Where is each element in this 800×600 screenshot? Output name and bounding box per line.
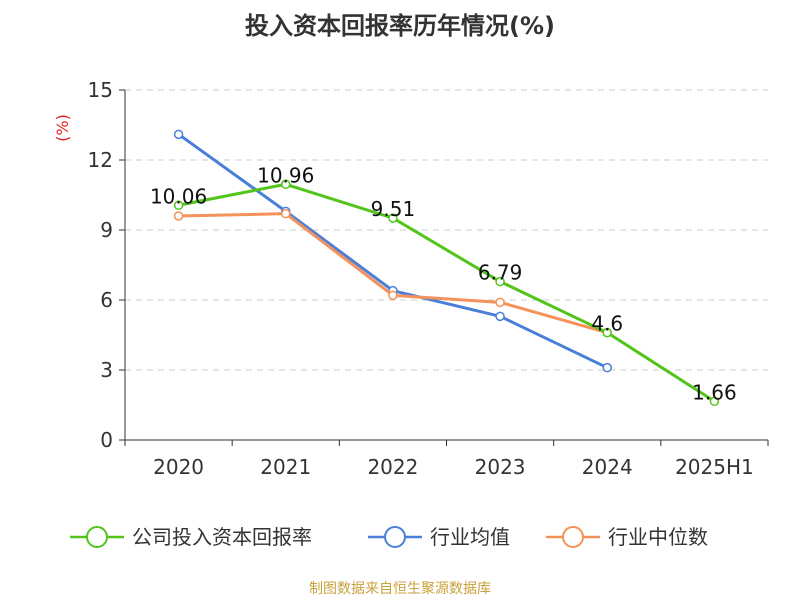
series-line [177, 133, 608, 370]
x-tick-label: 2022 [367, 455, 418, 479]
data-point [281, 208, 291, 219]
grid-lines [125, 89, 768, 371]
data-point [173, 129, 184, 140]
y-tick-labels: 0 3 6 9 12 15 [88, 78, 113, 452]
data-point [709, 396, 720, 407]
data-label: 9.51 [371, 197, 416, 221]
legend-label: 公司投入资本回报率 [132, 525, 312, 549]
y-tick-label: 15 [88, 78, 113, 102]
x-tick-label: 2024 [582, 455, 633, 479]
series-lines [173, 129, 720, 407]
legend-label: 行业中位数 [608, 525, 708, 549]
legend-marker [86, 526, 108, 548]
y-tick-label: 3 [100, 358, 113, 382]
y-axis-label: (%) [53, 114, 72, 142]
chart-title: 投入资本回报率历年情况(%) [245, 12, 555, 40]
x-tick-labels: 2020 2021 2022 2023 2024 2025H1 [153, 455, 754, 479]
data-label: 10.06 [150, 184, 207, 208]
data-point [173, 200, 184, 211]
data-label: 1.66 [692, 380, 737, 404]
data-point [602, 327, 612, 338]
data-labels: 10.06 10.96 9.51 6.79 4.6 1.66 [150, 163, 737, 404]
axes [119, 89, 769, 446]
data-point [388, 213, 398, 223]
data-point [281, 179, 291, 190]
data-point [388, 290, 398, 301]
x-tick-label: 2025H1 [675, 455, 754, 479]
y-tick-label: 6 [100, 288, 113, 312]
y-tick-label: 9 [100, 218, 113, 242]
series-line [178, 212, 608, 335]
source-note: 制图数据来自恒生聚源数据库 [309, 581, 491, 597]
x-tick-label: 2021 [260, 455, 311, 479]
series-line [178, 182, 716, 403]
data-label: 6.79 [478, 261, 523, 285]
data-point [495, 297, 505, 308]
data-label: 4.6 [591, 312, 623, 336]
legend-marker [562, 526, 584, 548]
x-tick-label: 2023 [475, 455, 526, 479]
y-tick-label: 12 [88, 148, 113, 172]
y-tick-label: 0 [100, 428, 113, 452]
legend: 公司投入资本回报率 行业均值 行业中位数 [70, 525, 708, 549]
data-point [495, 311, 505, 322]
data-point [173, 211, 184, 221]
data-point [602, 362, 612, 373]
data-point [495, 276, 505, 287]
legend-label: 行业均值 [430, 525, 510, 549]
data-label: 10.96 [257, 163, 314, 187]
legend-marker [384, 526, 406, 548]
x-tick-label: 2020 [153, 455, 204, 479]
